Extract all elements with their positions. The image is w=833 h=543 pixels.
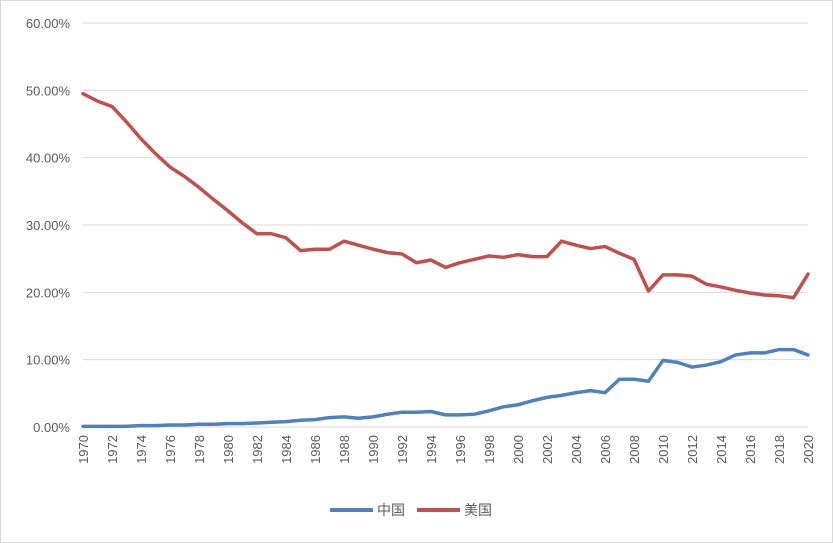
x-tick-label: 1976 (163, 435, 178, 464)
x-tick-label: 1982 (250, 435, 265, 464)
y-tick-label: 20.00% (26, 285, 71, 300)
x-tick-label: 1992 (395, 435, 410, 464)
y-tick-label: 30.00% (26, 218, 71, 233)
x-tick-label: 1994 (424, 435, 439, 464)
x-tick-label: 2008 (627, 435, 642, 464)
x-tick-label: 1980 (221, 435, 236, 464)
x-tick-label: 2000 (511, 435, 526, 464)
legend-label-china: 中国 (377, 503, 405, 519)
x-tick-label: 1988 (337, 435, 352, 464)
y-tick-label: 40.00% (26, 151, 71, 166)
x-tick-label: 2004 (569, 435, 584, 464)
x-tick-label: 1986 (308, 435, 323, 464)
x-tick-label: 2012 (685, 435, 700, 464)
y-tick-label: 50.00% (26, 83, 71, 98)
x-tick-label: 1984 (279, 435, 294, 464)
y-tick-label: 60.00% (26, 16, 71, 31)
x-axis-ticks: 1970 1972 1974 1976 1978 1980 1982 1984 1986 1988… (76, 435, 816, 464)
x-tick-label: 2014 (714, 435, 729, 464)
x-tick-label: 2002 (540, 435, 555, 464)
x-tick-label: 2018 (772, 435, 787, 464)
x-tick-label: 1990 (366, 435, 381, 464)
series-line-china (81, 347, 810, 429)
legend: 中国 美国 (330, 503, 492, 519)
x-tick-label: 1998 (482, 435, 497, 464)
x-tick-label: 1972 (105, 435, 120, 464)
x-tick-label: 2016 (743, 435, 758, 464)
y-tick-label: 10.00% (26, 353, 71, 368)
x-tick-label: 1996 (453, 435, 468, 464)
gridlines (83, 22, 808, 428)
series-lines (81, 91, 810, 429)
x-tick-label: 2006 (598, 435, 613, 464)
x-tick-label: 2010 (656, 435, 671, 464)
y-tick-label: 0.00% (33, 420, 70, 435)
series-line-usa (81, 91, 810, 300)
x-tick-label: 1978 (192, 435, 207, 464)
x-tick-label: 1970 (76, 435, 91, 464)
x-tick-label: 1974 (134, 435, 149, 464)
legend-label-usa: 美国 (464, 503, 492, 519)
y-axis-ticks: 0.00% 10.00% 20.00% 30.00% 40.00% 50.00% 60.00… (26, 16, 71, 435)
x-tick-label: 2020 (801, 435, 816, 464)
